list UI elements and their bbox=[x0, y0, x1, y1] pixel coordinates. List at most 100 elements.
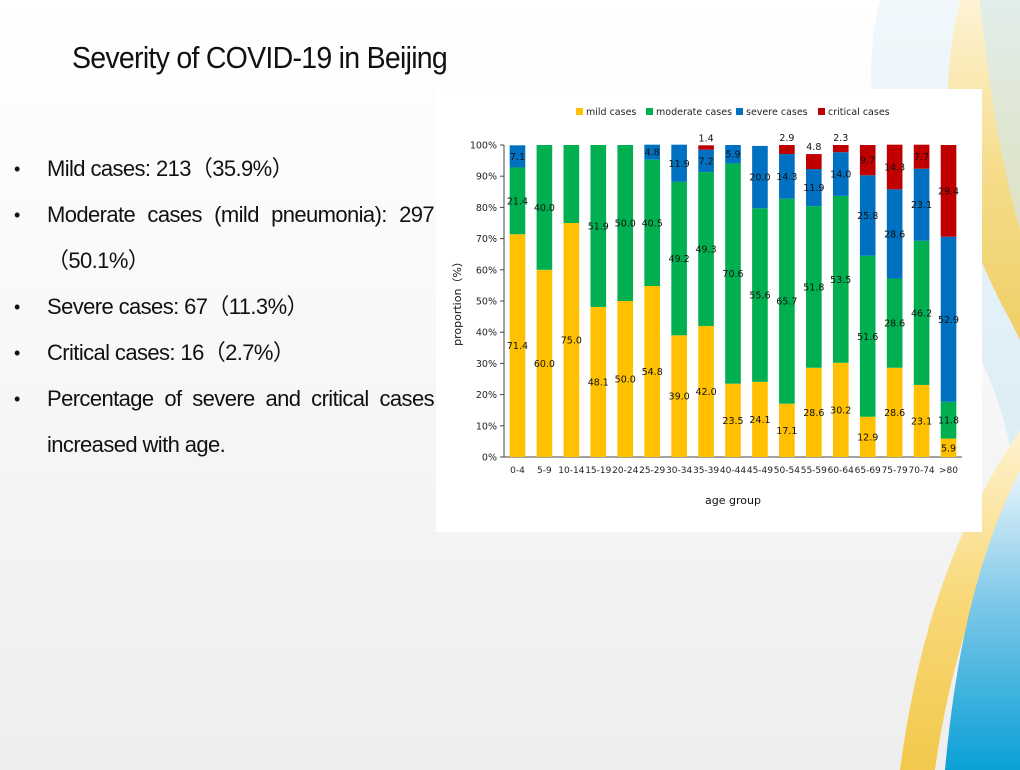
bar-severe bbox=[832, 152, 849, 196]
x-tick-label: 25-29 bbox=[639, 466, 665, 476]
y-tick-label: 0% bbox=[482, 453, 497, 464]
data-label-mild: 48.1 bbox=[588, 377, 609, 388]
data-label-critical: 2.3 bbox=[833, 133, 848, 144]
bar-mild bbox=[725, 383, 741, 457]
bar-mild bbox=[832, 362, 849, 457]
data-label-severe: 23.1 bbox=[911, 200, 932, 211]
bar-moderate bbox=[698, 172, 714, 326]
bar-severe bbox=[940, 236, 957, 402]
bar-mild bbox=[698, 325, 714, 457]
y-tick-label: 100% bbox=[470, 141, 497, 152]
data-label-severe: 14.3 bbox=[776, 172, 797, 183]
x-tick-label: 35-39 bbox=[693, 466, 719, 476]
data-label-moderate: 55.6 bbox=[749, 291, 770, 302]
bar-mild bbox=[509, 234, 526, 457]
data-label-mild: 24.1 bbox=[749, 415, 770, 426]
data-label-mild: 54.8 bbox=[642, 367, 663, 378]
bar-critical bbox=[913, 144, 930, 169]
bar-moderate bbox=[725, 163, 741, 384]
bar-severe bbox=[859, 175, 876, 256]
bar-severe bbox=[725, 145, 741, 164]
data-label-mild: 42.0 bbox=[695, 387, 716, 398]
x-tick-label: 5-9 bbox=[537, 466, 552, 476]
bar-moderate bbox=[509, 167, 526, 235]
data-label-mild: 60.0 bbox=[534, 359, 555, 370]
bar-severe bbox=[886, 189, 903, 279]
data-label-moderate: 65.7 bbox=[776, 297, 797, 308]
data-label-critical: 4.8 bbox=[806, 142, 821, 153]
y-tick-label: 70% bbox=[476, 234, 497, 245]
data-label-moderate: 28.6 bbox=[884, 319, 905, 330]
data-label-moderate: 53.5 bbox=[830, 275, 851, 286]
bullet-moderate: Moderate cases (mild pneumonia): 297 （50… bbox=[14, 192, 435, 284]
data-label-severe: 14.0 bbox=[830, 170, 851, 181]
x-tick-label: 15-19 bbox=[585, 466, 611, 476]
y-tick-label: 30% bbox=[476, 359, 497, 370]
slide-title: Severity of COVID-19 in Beijing bbox=[72, 40, 448, 75]
data-label-critical: 1.4 bbox=[699, 133, 714, 144]
bar-mild bbox=[806, 367, 822, 457]
data-label-mild: 39.0 bbox=[669, 392, 690, 403]
y-tick-label: 60% bbox=[476, 265, 497, 276]
data-label-mild: 50.0 bbox=[615, 375, 636, 386]
x-tick-label: 60-64 bbox=[828, 466, 854, 476]
swoosh-yellow-lower bbox=[900, 430, 1020, 770]
data-label-moderate: 51.8 bbox=[803, 282, 824, 293]
data-label-moderate: 40.0 bbox=[534, 203, 555, 214]
data-label-mild: 17.1 bbox=[776, 426, 797, 437]
bar-moderate bbox=[590, 145, 607, 307]
data-label-mild: 23.1 bbox=[911, 416, 932, 427]
x-tick-label: 45-49 bbox=[747, 466, 773, 476]
bar-severe bbox=[671, 144, 687, 182]
data-label-mild: 71.4 bbox=[507, 341, 528, 352]
data-label-critical: 14.3 bbox=[884, 162, 905, 173]
x-axis-label: age group bbox=[705, 494, 761, 507]
data-label-mild: 23.5 bbox=[722, 416, 743, 427]
data-label-severe: 5.9 bbox=[725, 150, 740, 161]
legend-label-severe: severe cases bbox=[746, 107, 808, 118]
bar-moderate bbox=[779, 198, 795, 404]
bar-severe bbox=[698, 149, 714, 173]
bar-mild bbox=[536, 269, 553, 457]
bar-mild bbox=[940, 438, 957, 457]
data-label-moderate: 11.8 bbox=[938, 416, 959, 427]
x-tick-label: 50-54 bbox=[774, 466, 800, 476]
bar-critical bbox=[859, 145, 876, 176]
bar-mild bbox=[644, 286, 660, 457]
y-tick-label: 90% bbox=[476, 172, 497, 183]
data-label-severe: 28.6 bbox=[884, 229, 905, 240]
legend-swatch-severe bbox=[736, 108, 743, 115]
data-label-moderate: 21.4 bbox=[507, 196, 528, 207]
x-tick-label: 40-44 bbox=[720, 466, 746, 476]
bar-moderate bbox=[563, 145, 580, 223]
data-label-moderate: 46.2 bbox=[911, 308, 932, 319]
bar-critical bbox=[698, 145, 714, 150]
data-label-mild: 75.0 bbox=[561, 336, 582, 347]
data-label-moderate: 70.6 bbox=[722, 269, 743, 280]
data-label-severe: 20.0 bbox=[749, 173, 770, 184]
bar-mild bbox=[913, 384, 930, 457]
data-label-severe: 25.8 bbox=[857, 211, 878, 222]
bar-moderate bbox=[940, 401, 957, 439]
x-tick-label: >80 bbox=[939, 466, 958, 476]
data-label-moderate: 49.3 bbox=[695, 245, 716, 256]
data-label-critical: 2.9 bbox=[779, 133, 794, 144]
data-label-severe: 11.9 bbox=[669, 159, 690, 170]
legend-label-mild: mild cases bbox=[586, 107, 636, 118]
data-label-critical: 9.7 bbox=[860, 156, 875, 167]
data-label-moderate: 50.0 bbox=[615, 219, 636, 230]
bar-mild bbox=[563, 223, 580, 457]
data-label-mild: 28.6 bbox=[884, 408, 905, 419]
bar-moderate bbox=[886, 278, 903, 368]
bar-mild bbox=[752, 381, 768, 457]
bar-mild bbox=[779, 403, 795, 457]
data-label-severe: 52.9 bbox=[938, 315, 959, 326]
x-tick-label: 55-59 bbox=[801, 466, 827, 476]
data-label-severe: 7.2 bbox=[699, 156, 714, 167]
swoosh-blue-thin bbox=[980, 0, 1020, 230]
y-tick-label: 20% bbox=[476, 390, 497, 401]
data-label-mild: 28.6 bbox=[803, 408, 824, 419]
legend-label-moderate: moderate cases bbox=[656, 107, 732, 118]
data-label-moderate: 40.5 bbox=[642, 218, 663, 229]
y-tick-label: 50% bbox=[476, 297, 497, 308]
